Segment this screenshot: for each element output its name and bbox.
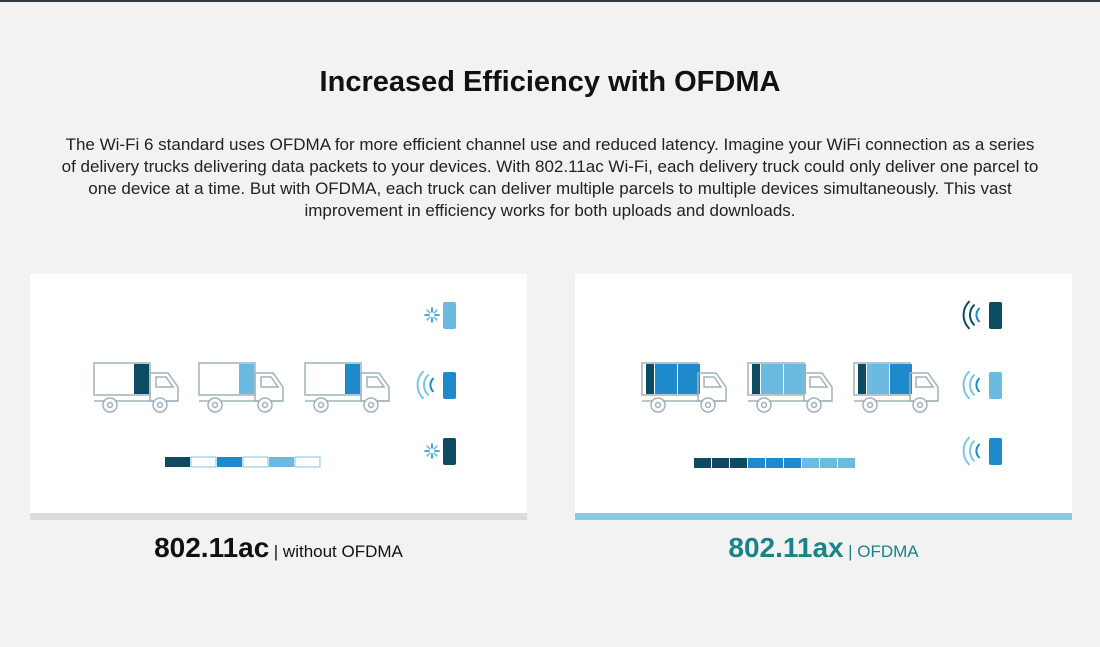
packet — [784, 458, 801, 468]
packet — [820, 458, 837, 468]
panel-bottom-bar — [575, 513, 1072, 520]
packet — [217, 457, 242, 467]
panel-80211ac — [30, 274, 527, 520]
truck-icon — [747, 362, 833, 413]
loading-icon — [424, 443, 440, 459]
cargo-parcel — [239, 364, 254, 394]
wheel — [912, 397, 928, 413]
packet — [242, 456, 269, 468]
cargo-parcel — [646, 364, 654, 394]
phone-icon — [989, 438, 1002, 465]
intro-text: The Wi-Fi 6 standard uses OFDMA for more… — [61, 135, 1039, 220]
packet — [269, 457, 294, 467]
cargo-parcel — [858, 364, 866, 394]
packet — [165, 457, 190, 467]
packet — [766, 458, 783, 468]
packet-queue — [165, 456, 321, 468]
wifi-signal-icon — [416, 370, 434, 400]
wheel — [363, 397, 379, 413]
truck-icon — [853, 362, 939, 413]
caption-80211ac: 802.11ac | without OFDMA — [30, 532, 527, 564]
phone-icon — [443, 372, 456, 399]
panel-80211ax — [575, 274, 1072, 520]
wheel — [257, 397, 273, 413]
cargo-parcel — [867, 364, 889, 394]
packet — [730, 458, 747, 468]
phone-icon — [443, 302, 456, 329]
packet — [294, 456, 321, 468]
wheel — [756, 397, 772, 413]
packet — [694, 458, 711, 468]
wifi-signal-icon — [962, 370, 980, 400]
cargo-parcel — [678, 364, 700, 394]
packet-queue — [694, 458, 855, 468]
top-border — [0, 0, 1100, 2]
cargo-parcel — [784, 364, 806, 394]
loading-icon — [424, 307, 440, 323]
truck-icon — [198, 362, 284, 413]
cargo-parcel — [890, 364, 912, 394]
wheel — [650, 397, 666, 413]
wheel — [207, 397, 223, 413]
wheel — [862, 397, 878, 413]
cargo-parcel — [761, 364, 783, 394]
diagram-80211ac — [93, 302, 456, 468]
wheel — [102, 397, 118, 413]
wifi-signal-icon — [962, 300, 980, 330]
wheel — [313, 397, 329, 413]
diagram-80211ax — [641, 300, 1002, 468]
truck-icon — [641, 362, 727, 413]
packet — [802, 458, 819, 468]
panel-bottom-bar — [30, 513, 527, 520]
cargo-parcel — [134, 364, 149, 394]
wheel — [700, 397, 716, 413]
phone-icon — [989, 372, 1002, 399]
packet — [712, 458, 729, 468]
wifi-signal-icon — [962, 436, 980, 466]
phone-icon — [443, 438, 456, 465]
packet — [190, 456, 217, 468]
phone-icon — [989, 302, 1002, 329]
cargo-parcel — [345, 364, 360, 394]
truck-icon — [304, 362, 390, 413]
packet — [838, 458, 855, 468]
wheel — [806, 397, 822, 413]
page-title: Increased Efficiency with OFDMA — [319, 66, 781, 98]
caption-80211ax: 802.11ax | OFDMA — [575, 532, 1072, 564]
packet — [748, 458, 765, 468]
truck-icon — [93, 362, 179, 413]
cargo-parcel — [752, 364, 760, 394]
wheel — [152, 397, 168, 413]
caption-subtitle: | OFDMA — [848, 542, 919, 561]
caption-title: 802.11ax — [728, 532, 844, 563]
caption-title: 802.11ac — [154, 532, 270, 563]
cargo-parcel — [655, 364, 677, 394]
caption-subtitle: | without OFDMA — [273, 542, 403, 561]
